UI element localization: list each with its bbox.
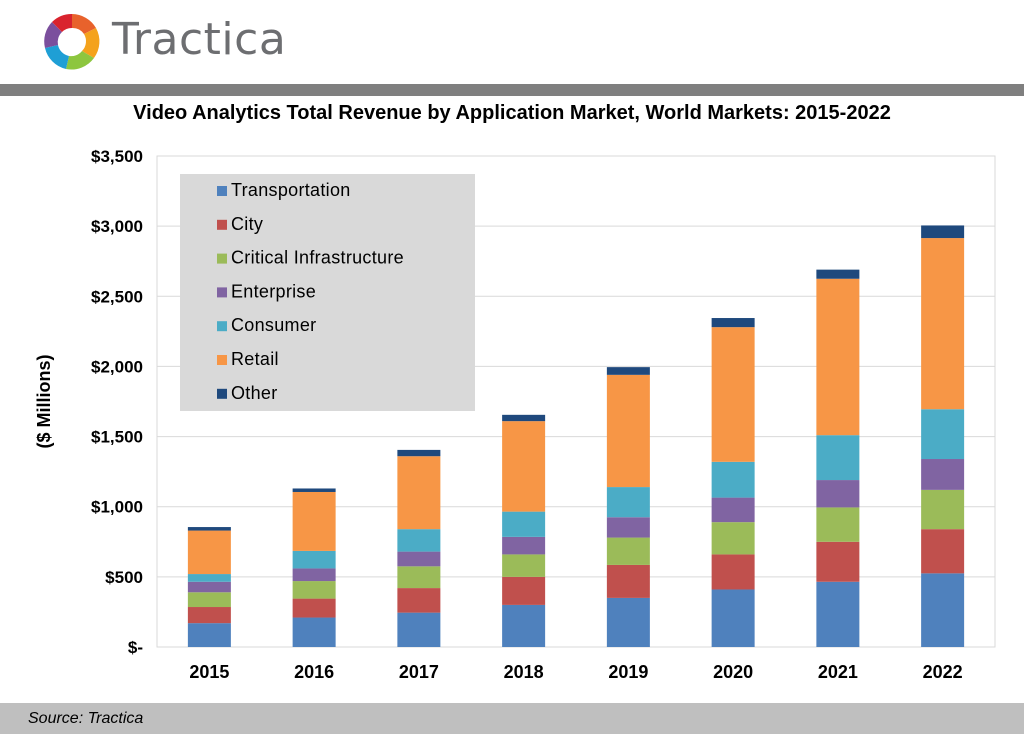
bar-city-2017	[397, 588, 441, 613]
legend-swatch	[217, 287, 227, 298]
bar-other-2018	[502, 414, 546, 422]
legend-label: Transportation	[231, 180, 351, 200]
bar-retail-2017	[397, 456, 441, 530]
bar-other-2017	[397, 449, 441, 457]
bar-retail-2020	[711, 327, 755, 462]
bar-retail-2022	[921, 238, 965, 410]
bar-city-2015	[187, 607, 231, 624]
x-tick-label: 2017	[399, 662, 439, 682]
header-divider	[0, 84, 1024, 96]
bar-transportation-2020	[711, 589, 755, 647]
legend-swatch	[217, 355, 227, 365]
bar-retail-2021	[816, 278, 860, 436]
y-tick-label: $3,500	[91, 147, 143, 166]
legend-label: Other	[231, 383, 278, 403]
bar-transportation-2021	[816, 581, 860, 647]
bar-city-2018	[502, 576, 546, 605]
bar-enterprise-2018	[502, 536, 546, 555]
bar-transportation-2016	[292, 617, 336, 647]
tractica-logo-icon	[44, 13, 100, 70]
x-tick-label: 2018	[504, 662, 544, 682]
x-tick-label: 2019	[608, 662, 648, 682]
bar-enterprise-2019	[606, 517, 650, 538]
bar-consumer-2021	[816, 435, 860, 481]
bar-critical-infrastructure-2016	[292, 581, 336, 599]
legend-swatch	[217, 321, 227, 332]
bar-city-2021	[816, 541, 860, 582]
source-note: Source: Tractica	[28, 710, 144, 727]
bar-critical-infrastructure-2017	[397, 566, 441, 589]
bar-city-2016	[292, 598, 336, 618]
x-tick-label: 2015	[189, 662, 229, 682]
brand-name: Tractica	[112, 14, 287, 65]
bar-other-2020	[711, 318, 755, 328]
y-axis-label: ($ Millions)	[34, 354, 54, 448]
y-tick-label: $2,500	[91, 287, 143, 306]
bar-other-2022	[921, 225, 965, 239]
x-tick-label: 2021	[818, 662, 858, 682]
bar-consumer-2018	[502, 511, 546, 537]
legend-swatch	[217, 253, 227, 264]
legend-label: Retail	[231, 349, 279, 369]
bar-retail-2016	[292, 491, 336, 551]
bar-critical-infrastructure-2020	[711, 522, 755, 555]
bar-consumer-2022	[921, 409, 965, 460]
y-tick-label: $500	[105, 568, 143, 587]
bar-enterprise-2022	[921, 459, 965, 490]
bar-consumer-2019	[606, 487, 650, 518]
bar-city-2022	[921, 529, 965, 574]
bar-other-2015	[187, 527, 231, 531]
bar-other-2016	[292, 488, 336, 492]
x-tick-label: 2022	[923, 662, 963, 682]
y-tick-label: $-	[128, 638, 143, 657]
bar-enterprise-2021	[816, 480, 860, 508]
y-tick-label: $3,000	[91, 217, 143, 236]
bar-transportation-2019	[606, 597, 650, 647]
bar-enterprise-2017	[397, 551, 441, 567]
bar-consumer-2017	[397, 529, 441, 552]
y-tick-label: $1,500	[91, 428, 143, 447]
bar-city-2020	[711, 554, 755, 590]
bar-consumer-2016	[292, 550, 336, 569]
legend-label: Consumer	[231, 315, 316, 335]
x-tick-label: 2020	[713, 662, 753, 682]
bar-retail-2018	[502, 421, 546, 512]
chart-title: Video Analytics Total Revenue by Applica…	[133, 102, 891, 124]
bar-critical-infrastructure-2021	[816, 507, 860, 542]
bar-critical-infrastructure-2018	[502, 554, 546, 577]
legend-box	[180, 174, 475, 411]
header: Tractica	[0, 0, 1024, 84]
bar-consumer-2015	[187, 574, 231, 582]
bar-transportation-2017	[397, 612, 441, 647]
legend-label: Enterprise	[231, 281, 316, 301]
bar-enterprise-2020	[711, 497, 755, 523]
bar-transportation-2022	[921, 573, 965, 647]
legend-label: Critical Infrastructure	[231, 248, 404, 268]
bar-enterprise-2016	[292, 568, 336, 582]
bar-transportation-2015	[187, 623, 231, 647]
bar-critical-infrastructure-2022	[921, 489, 965, 530]
bar-retail-2015	[187, 530, 231, 575]
y-tick-label: $1,000	[91, 498, 143, 517]
bar-critical-infrastructure-2015	[187, 592, 231, 608]
legend-swatch	[217, 388, 227, 399]
bar-other-2021	[816, 269, 860, 279]
bar-critical-infrastructure-2019	[606, 537, 650, 565]
bar-retail-2019	[606, 374, 650, 488]
bar-transportation-2018	[502, 604, 546, 647]
footer: Source: Tractica	[0, 703, 1024, 734]
legend-label: City	[231, 214, 263, 234]
bar-city-2019	[606, 564, 650, 598]
stacked-bar-chart: $- $500 $1,000 $1,500 $2,000 $2,500 $3,000 $3,5…	[34, 147, 996, 682]
bar-enterprise-2015	[187, 581, 231, 593]
legend-swatch	[217, 186, 227, 196]
y-tick-label: $2,000	[91, 357, 143, 376]
legend-swatch	[217, 219, 227, 230]
bar-consumer-2020	[711, 461, 755, 498]
bar-other-2019	[606, 367, 650, 375]
x-tick-label: 2016	[294, 662, 334, 682]
